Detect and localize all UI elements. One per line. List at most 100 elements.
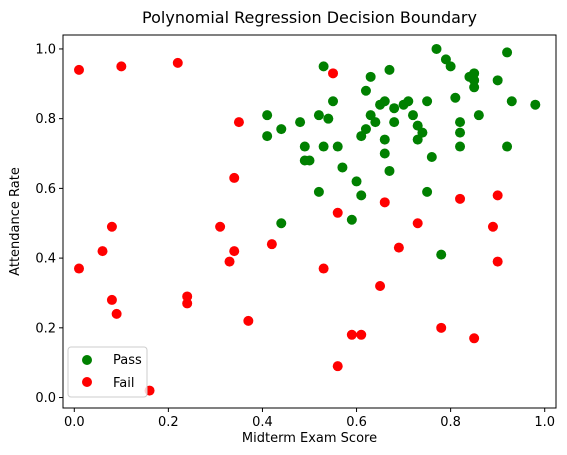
x-tick-label: 1.0 — [534, 415, 555, 430]
x-tick-label: 0.8 — [440, 415, 461, 430]
pass-point — [502, 141, 513, 152]
fail-point — [492, 256, 503, 267]
pass-point — [295, 117, 306, 128]
pass-point — [407, 110, 418, 121]
pass-point — [351, 176, 362, 187]
pass-point — [455, 141, 466, 152]
x-tick-label: 0.6 — [346, 415, 367, 430]
pass-point — [318, 61, 329, 72]
pass-point — [332, 141, 343, 152]
series-fail — [73, 57, 503, 396]
pass-point — [304, 155, 315, 166]
fail-point — [318, 263, 329, 274]
pass-point — [313, 110, 324, 121]
legend-label-fail: Fail — [113, 376, 134, 391]
pass-point — [384, 64, 395, 75]
data-points — [73, 43, 541, 396]
pass-point — [379, 148, 390, 159]
series-pass — [262, 43, 541, 260]
pass-point — [356, 190, 367, 201]
y-tick-label: 1.0 — [35, 42, 56, 57]
pass-point — [370, 117, 381, 128]
pass-point — [379, 96, 390, 107]
y-tick-label: 0.8 — [35, 112, 56, 127]
fail-point — [412, 218, 423, 229]
pass-point — [426, 152, 437, 163]
pass-point — [403, 96, 414, 107]
pass-point — [299, 141, 310, 152]
fail-point — [215, 221, 226, 232]
fail-point — [346, 329, 357, 340]
fail-point — [328, 68, 339, 79]
fail-point — [172, 57, 183, 68]
legend-marker-fail — [82, 377, 92, 387]
fail-point — [182, 298, 193, 309]
pass-point — [346, 214, 357, 225]
x-axis-ticks: 0.0 0.2 0.4 0.6 0.8 1.0 — [64, 408, 555, 430]
x-tick-label: 0.0 — [64, 415, 85, 430]
legend-label-pass: Pass — [113, 353, 142, 368]
fail-point — [436, 322, 447, 333]
pass-point — [389, 103, 400, 114]
y-tick-label: 0.2 — [35, 321, 56, 336]
pass-point — [276, 124, 287, 135]
pass-point — [455, 127, 466, 138]
fail-point — [356, 329, 367, 340]
pass-point — [436, 249, 447, 260]
y-tick-label: 0.6 — [35, 182, 56, 197]
fail-point — [375, 280, 386, 291]
x-axis-label: Midterm Exam Score — [242, 431, 377, 446]
y-axis-label: Attendance Rate — [8, 167, 23, 276]
pass-point — [276, 218, 287, 229]
fail-point — [332, 207, 343, 218]
fail-point — [487, 221, 498, 232]
x-tick-label: 0.2 — [158, 415, 179, 430]
pass-point — [422, 96, 433, 107]
pass-point — [422, 186, 433, 197]
pass-point — [502, 47, 513, 58]
fail-point — [332, 361, 343, 372]
fail-point — [229, 172, 240, 183]
pass-point — [445, 61, 456, 72]
y-tick-label: 0.0 — [35, 391, 56, 406]
pass-point — [417, 127, 428, 138]
legend-marker-pass — [82, 355, 92, 365]
y-tick-label: 0.4 — [35, 252, 56, 267]
fail-point — [224, 256, 235, 267]
fail-point — [233, 117, 244, 128]
x-tick-label: 0.4 — [252, 415, 273, 430]
pass-point — [313, 186, 324, 197]
y-axis-ticks: 0.0 0.2 0.4 0.6 0.8 1.0 — [35, 42, 63, 406]
pass-point — [469, 82, 480, 93]
pass-point — [360, 85, 371, 96]
fail-point — [106, 221, 117, 232]
pass-point — [530, 99, 541, 110]
pass-point — [318, 141, 329, 152]
fail-point — [492, 190, 503, 201]
fail-point — [469, 333, 480, 344]
pass-point — [323, 113, 334, 124]
pass-point — [389, 117, 400, 128]
pass-point — [328, 96, 339, 107]
pass-point — [492, 75, 503, 86]
legend: Pass Fail — [67, 346, 148, 398]
fail-point — [229, 246, 240, 257]
fail-point — [243, 315, 254, 326]
fail-point — [182, 291, 193, 302]
pass-point — [450, 92, 461, 103]
fail-point — [106, 294, 117, 305]
fail-point — [393, 242, 404, 253]
fail-point — [379, 197, 390, 208]
fail-point — [73, 64, 84, 75]
pass-point — [337, 162, 348, 173]
fail-point — [111, 308, 122, 319]
pass-point — [365, 71, 376, 82]
pass-point — [262, 131, 273, 142]
plot-frame — [62, 34, 557, 409]
fail-point — [73, 263, 84, 274]
fail-point — [116, 61, 127, 72]
fail-point — [97, 246, 108, 257]
pass-point — [262, 110, 273, 121]
pass-point — [379, 134, 390, 145]
pass-point — [473, 110, 484, 121]
